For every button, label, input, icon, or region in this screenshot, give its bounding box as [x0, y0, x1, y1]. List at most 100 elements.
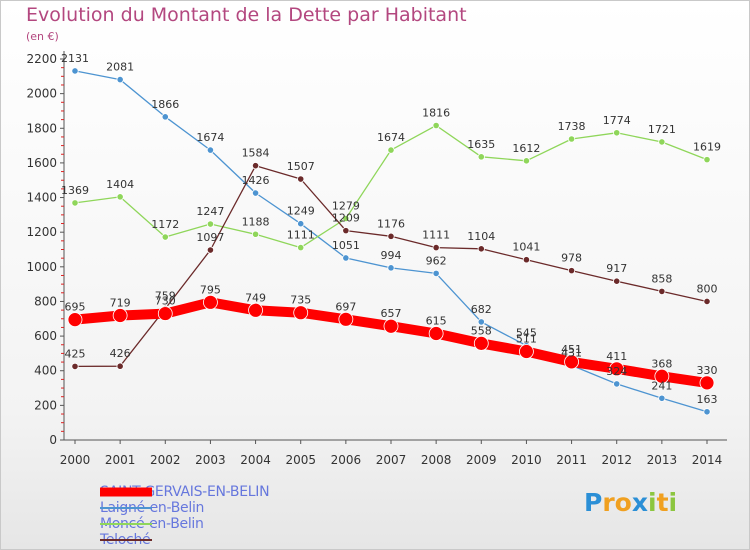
legend-swatch-laigne	[100, 507, 152, 509]
data-label: 1404	[106, 178, 134, 191]
data-label: 735	[290, 294, 311, 307]
data-label: 1111	[422, 229, 450, 242]
data-label: 2081	[106, 61, 134, 74]
data-point	[71, 362, 79, 370]
y-unit-label: (en €)	[26, 30, 59, 43]
data-label: 719	[110, 296, 131, 309]
data-point	[338, 311, 354, 327]
x-tick-label: 2000	[60, 453, 91, 467]
data-label: 1774	[603, 114, 631, 127]
x-tick-label: 2006	[331, 453, 362, 467]
data-point	[387, 232, 395, 240]
data-label: 1426	[242, 174, 270, 187]
data-label: 615	[426, 314, 447, 327]
data-point	[116, 362, 124, 370]
data-point	[71, 199, 79, 207]
data-point	[703, 156, 711, 164]
chart-title: Evolution du Montant de la Dette par Hab…	[26, 4, 467, 26]
data-point	[157, 306, 173, 321]
data-point	[522, 256, 531, 264]
data-point	[428, 326, 444, 341]
data-point	[342, 254, 350, 262]
data-label: 962	[426, 254, 447, 267]
data-point	[116, 76, 124, 84]
data-label: 431	[561, 346, 582, 359]
data-point	[383, 318, 399, 334]
logo-letter: x	[631, 488, 648, 517]
data-label: 1111	[287, 229, 315, 242]
data-label: 330	[697, 364, 718, 377]
data-point	[297, 243, 305, 252]
data-label: 682	[471, 303, 492, 316]
data-point	[342, 227, 350, 235]
data-point	[473, 335, 489, 351]
logo-letter: t	[656, 488, 669, 517]
x-tick-label: 2014	[692, 453, 723, 467]
legend-swatch-saint-gervais	[100, 487, 152, 497]
data-point	[203, 294, 218, 310]
legend-swatch-teloche	[100, 539, 152, 541]
data-label: 795	[200, 283, 221, 296]
data-point	[387, 264, 395, 272]
x-tick-label: 2013	[647, 453, 678, 467]
legend: SAINT-GERVAIS-EN-BELIN Laigné-en-Belin M…	[100, 484, 270, 548]
data-label: 426	[110, 347, 131, 360]
data-point	[613, 129, 621, 137]
x-tick-label: 2011	[556, 453, 587, 467]
data-label: 1674	[196, 131, 224, 144]
data-label: 511	[516, 333, 537, 346]
x-tick-label: 2008	[421, 453, 452, 467]
data-point	[703, 297, 711, 306]
x-tick-label: 2001	[105, 453, 136, 467]
logo-letter: i	[668, 488, 678, 517]
data-label: 730	[155, 295, 176, 308]
data-point	[477, 245, 485, 253]
data-point	[658, 287, 666, 296]
y-tick-label: 200	[34, 398, 57, 412]
data-point	[206, 220, 215, 228]
data-point	[293, 305, 309, 321]
x-tick-label: 2007	[376, 453, 407, 467]
x-tick-label: 2005	[285, 453, 316, 467]
data-label: 2131	[61, 52, 89, 65]
legend-item-monce: Moncé-en-Belin	[100, 516, 269, 532]
logo-letter: r	[602, 488, 615, 517]
y-tick-label: 0	[49, 433, 57, 447]
data-label: 241	[651, 379, 672, 392]
data-label: 1051	[332, 239, 360, 252]
data-label: 1249	[287, 205, 315, 218]
y-tick-label: 1400	[26, 191, 57, 205]
data-label: 1188	[242, 215, 270, 228]
y-tick-label: 400	[34, 364, 57, 378]
data-point	[613, 380, 621, 388]
data-point	[613, 277, 621, 285]
data-label: 425	[65, 347, 86, 360]
data-label: 1041	[512, 241, 540, 254]
data-label: 1507	[287, 160, 315, 173]
data-label: 324	[606, 365, 627, 378]
data-point	[658, 138, 666, 146]
data-label: 917	[606, 262, 627, 275]
data-point	[477, 318, 485, 326]
data-label: 1097	[196, 231, 224, 244]
data-label: 749	[245, 291, 266, 304]
proxiti-logo: Proxiti	[584, 488, 677, 517]
legend-label-laigne: Laigné-en-Belin	[100, 500, 205, 516]
data-label: 1584	[242, 147, 270, 160]
data-point	[251, 162, 260, 170]
x-tick-label: 2003	[195, 453, 226, 467]
data-label: 1176	[377, 217, 405, 230]
y-tick-label: 1800	[26, 121, 57, 135]
data-point	[564, 354, 579, 370]
data-label: 1279	[332, 200, 360, 213]
data-point	[432, 243, 440, 252]
data-label: 1635	[467, 138, 495, 151]
data-label: 978	[561, 252, 582, 265]
data-point	[609, 361, 625, 377]
data-label: 695	[65, 301, 86, 314]
data-point	[67, 312, 83, 328]
data-point	[297, 175, 305, 183]
data-point	[297, 220, 305, 228]
